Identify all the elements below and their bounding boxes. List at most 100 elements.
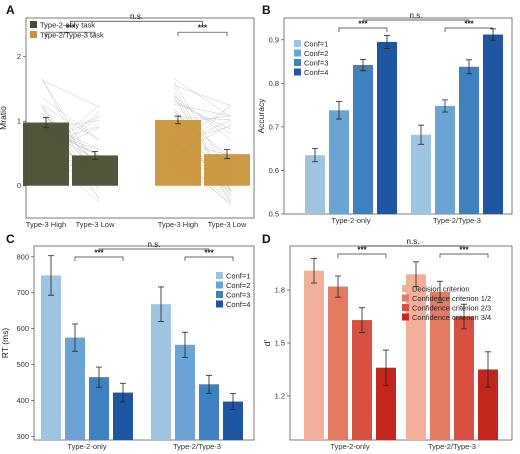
sig-label-left-D: *** <box>357 246 367 255</box>
legend-label: Type-2-only task <box>40 21 95 30</box>
bar <box>65 337 85 440</box>
bar <box>352 320 372 440</box>
sig-bracket-between-C <box>98 248 210 251</box>
sig-label-between-C: n.s. <box>148 240 161 249</box>
bar <box>435 105 455 214</box>
legend-swatch <box>402 285 409 292</box>
sig-label-between-B: n.s. <box>410 11 423 20</box>
y-tick-label-C: 700 <box>16 288 29 297</box>
legend-swatch <box>216 272 223 279</box>
legend-label: Confidence criterion 2/3 <box>412 304 491 313</box>
bar <box>483 34 503 214</box>
bar <box>478 369 498 440</box>
bar <box>151 304 171 440</box>
legend-label: Conf=4 <box>304 68 328 77</box>
plot-frame-B <box>283 17 513 215</box>
legend-swatch <box>402 294 409 302</box>
y-tick-label-C: 600 <box>16 324 29 333</box>
y-tick-label-C: 400 <box>16 396 29 405</box>
sig-label-right-B: *** <box>464 20 474 29</box>
sig-bracket-left-B <box>338 27 388 32</box>
y-tick-label-B: 0.7 <box>269 122 279 131</box>
legend-swatch <box>294 68 301 76</box>
panel-letter-c: C <box>6 232 15 246</box>
legend-swatch <box>30 21 37 28</box>
legend-swatch <box>294 40 301 47</box>
legend-label: Conf=1 <box>304 40 328 49</box>
bar <box>89 377 109 440</box>
subject-line <box>173 85 232 107</box>
bar <box>353 65 373 214</box>
bar <box>411 134 431 214</box>
sig-bracket-left-D <box>337 253 387 258</box>
sig-bracket-left-A <box>45 31 96 37</box>
sig-bracket-right-B <box>444 27 494 32</box>
bar <box>223 401 243 440</box>
legend-label: Conf=3 <box>304 59 328 68</box>
legend-swatch <box>402 313 409 321</box>
bar <box>304 270 324 440</box>
x-tick-label: Type-2-only <box>330 442 369 451</box>
panel-letter-b: B <box>262 3 271 17</box>
legend-label: Confidence criterion 3/4 <box>412 313 491 322</box>
y-axis-label-A: Mratio <box>0 106 8 130</box>
sig-bracket-left-C <box>74 256 124 261</box>
plot-frame-A <box>25 17 255 219</box>
bar <box>377 41 397 215</box>
x-tick-label: Type-2-only <box>331 216 370 225</box>
subject-line <box>41 79 100 108</box>
bar <box>155 119 201 186</box>
sig-bracket-right-A <box>177 31 228 37</box>
panel-d-chart: 1.2 1.5 1.8 d' Type-2-only Type-2/Type-3 Decis… <box>262 237 513 451</box>
sig-bracket-right-C <box>184 256 234 261</box>
bar <box>406 274 426 440</box>
panel-letter-d: D <box>262 232 271 246</box>
y-tick-label-C: 300 <box>16 432 29 441</box>
x-tick-label: Type-2-only <box>67 442 106 451</box>
legend-swatch <box>216 300 223 308</box>
legend-swatch <box>294 49 301 57</box>
x-tick-label: Type-3 Low <box>208 220 247 229</box>
y-tick-label-C: 800 <box>16 252 29 261</box>
sig-bracket-between-D <box>361 245 465 248</box>
panel-a-chart: 0 1 2 Mratio Type-3 High Type-3 Low Type-3 Hig… <box>0 12 255 229</box>
y-tick-label-B: 0.6 <box>269 166 279 175</box>
y-tick-label-A: 0 <box>17 181 21 190</box>
y-tick-label-B: 0.5 <box>269 210 279 219</box>
y-axis-label-D: d' <box>262 339 272 346</box>
bar <box>328 286 348 440</box>
bar <box>175 344 195 440</box>
subject-line <box>173 99 232 134</box>
y-axis-label-C: RT (ms) <box>0 328 10 359</box>
x-tick-label: Type-3 High <box>158 220 198 229</box>
plot-frame-C <box>33 245 255 441</box>
x-tick-label: Type-2/Type-3 <box>173 442 221 451</box>
panel-letter-a: A <box>6 3 15 17</box>
legend-label: Conf=2 <box>304 49 328 58</box>
subject-line <box>41 97 100 140</box>
bar <box>199 384 219 440</box>
legend-label: Type-2/Type-3 task <box>40 31 104 40</box>
legend-label: Conf=2 <box>226 281 250 290</box>
bar <box>204 154 250 186</box>
bar <box>430 291 450 440</box>
y-tick-label-C: 500 <box>16 360 29 369</box>
sig-label-between-A: n.s. <box>130 12 143 21</box>
legend-swatch <box>216 281 223 289</box>
bar <box>459 66 479 214</box>
sig-bracket-right-D <box>439 253 489 258</box>
sig-label-right-A: *** <box>198 24 208 33</box>
sig-label-left-C: *** <box>94 249 104 258</box>
sig-bracket-between-B <box>362 19 470 22</box>
y-tick-label-B: 0.9 <box>269 35 279 44</box>
sig-label-left-B: *** <box>358 20 368 29</box>
panel-c-chart: 300 400 500 600 700 800 RT (ms) Type-2-only Type… <box>0 240 255 451</box>
bar <box>41 275 61 440</box>
y-tick-label-D: 1.2 <box>275 391 285 400</box>
y-tick-label-A: 1 <box>17 117 21 126</box>
sig-bracket-between-A <box>70 20 203 27</box>
y-axis-label-B: Accuracy <box>256 98 266 134</box>
subject-line <box>173 104 232 117</box>
x-tick-label: Type-2/Type-3 <box>428 442 476 451</box>
legend-label: Conf=1 <box>226 272 250 281</box>
